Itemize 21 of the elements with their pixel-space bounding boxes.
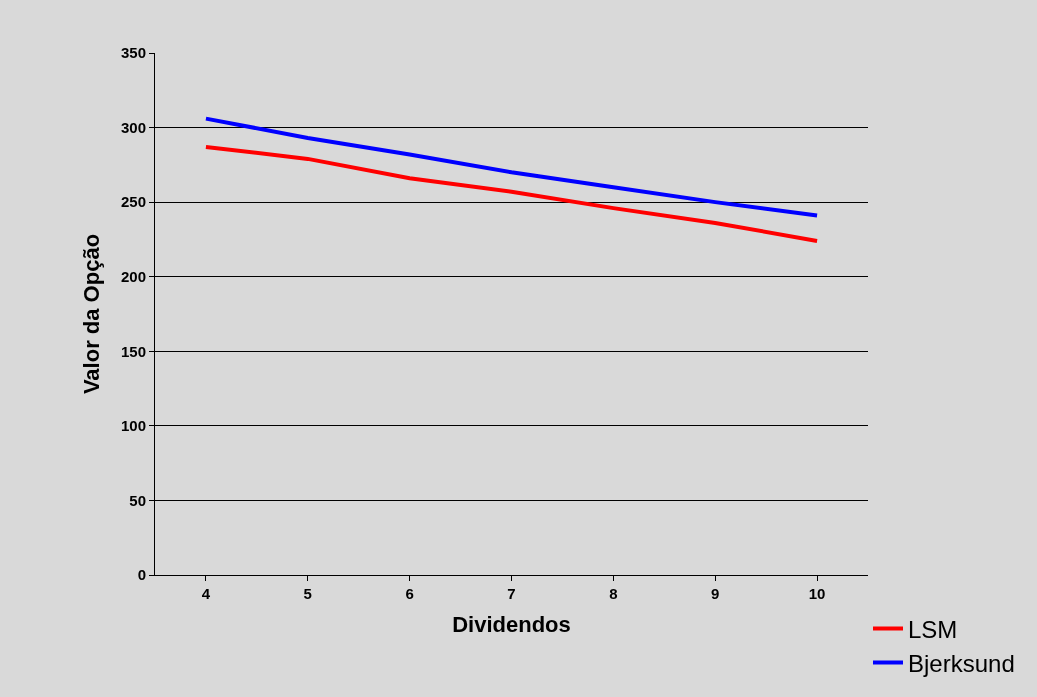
x-tick-label: 10	[808, 585, 826, 602]
y-axis-title: Valor da Opção	[78, 233, 104, 395]
y-tick-label: 350	[120, 44, 146, 62]
y-tick-label: 200	[120, 267, 146, 285]
line-series	[203, 116, 820, 218]
y-tick-label: 300	[120, 118, 146, 136]
x-tick-label: 8	[609, 585, 618, 602]
x-tick-label: 9	[711, 585, 720, 602]
x-axis-title: Dividendos	[452, 611, 571, 637]
line-series	[203, 144, 820, 243]
y-tick-label: 0	[137, 566, 146, 584]
y-tick-label: 50	[129, 491, 146, 509]
x-tick-label: 6	[405, 585, 414, 602]
y-tick-label: 150	[120, 342, 146, 360]
x-tick-label: 7	[507, 585, 516, 602]
legend-label: LSM	[908, 615, 958, 643]
legend-label: Bjerksund	[908, 649, 1015, 677]
x-tick-label: 5	[303, 585, 312, 602]
x-tick-label: 4	[201, 585, 211, 602]
y-tick-label: 100	[120, 417, 146, 435]
y-tick-label: 250	[120, 193, 146, 211]
